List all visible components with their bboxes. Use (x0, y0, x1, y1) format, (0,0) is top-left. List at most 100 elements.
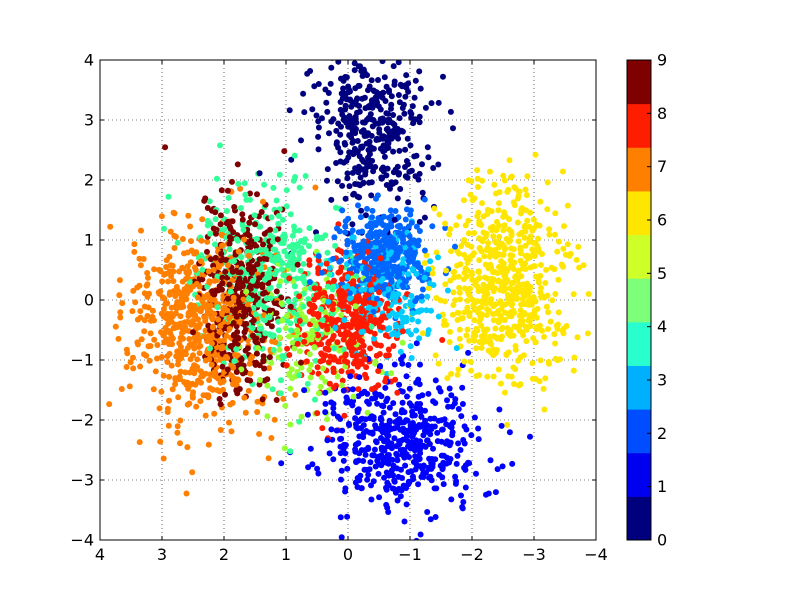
data-point (515, 268, 522, 275)
data-point (529, 360, 536, 367)
data-point (425, 266, 432, 273)
data-point (405, 88, 412, 95)
data-point (368, 496, 375, 503)
data-point (164, 405, 171, 412)
data-point (364, 398, 371, 405)
data-point (479, 200, 485, 207)
data-point (413, 537, 420, 540)
data-point (364, 44, 370, 50)
data-point (378, 166, 385, 173)
data-point (269, 333, 276, 340)
data-point (370, 276, 377, 283)
data-point (289, 241, 296, 248)
data-point (417, 361, 423, 368)
data-point (326, 271, 333, 278)
data-point (446, 231, 453, 238)
data-point (106, 401, 113, 408)
data-point (334, 225, 340, 232)
data-point (487, 168, 493, 175)
data-point (385, 452, 391, 459)
data-point (204, 248, 210, 255)
data-point (373, 248, 380, 255)
data-point (517, 318, 524, 325)
data-point (383, 126, 390, 133)
data-point (154, 342, 161, 348)
data-point (294, 327, 301, 334)
data-point (368, 413, 375, 420)
data-point (500, 260, 507, 267)
data-point (332, 242, 339, 249)
data-point (151, 336, 158, 343)
data-point (376, 229, 383, 236)
data-point (171, 232, 178, 239)
data-point (331, 356, 338, 362)
data-point (392, 208, 399, 214)
data-point (416, 119, 423, 126)
data-point (580, 262, 587, 269)
data-point (170, 278, 177, 285)
data-point (330, 369, 337, 376)
data-point (397, 493, 404, 500)
data-point (315, 257, 322, 264)
data-point (399, 319, 406, 326)
data-point (353, 331, 360, 338)
data-point (412, 423, 418, 430)
data-point (349, 386, 356, 393)
data-point (246, 219, 253, 226)
data-point (252, 311, 259, 318)
data-point (185, 212, 192, 219)
data-point (264, 413, 271, 420)
data-point (443, 267, 449, 274)
data-point (234, 161, 241, 168)
data-point (243, 288, 250, 295)
data-point (369, 214, 375, 221)
data-point (188, 238, 194, 245)
data-point (256, 282, 262, 288)
data-point (169, 386, 176, 393)
data-point (371, 446, 378, 453)
data-point (537, 289, 544, 296)
data-point (403, 72, 410, 79)
data-point (384, 437, 391, 444)
data-point (380, 46, 386, 52)
data-point (217, 212, 224, 219)
data-point (364, 205, 370, 212)
data-point (253, 235, 260, 242)
data-point (260, 198, 266, 205)
data-point (353, 310, 359, 317)
data-point (200, 392, 207, 399)
data-point (279, 234, 286, 240)
data-point (167, 262, 174, 269)
data-point (559, 168, 566, 175)
data-point (512, 274, 519, 281)
data-point (219, 242, 226, 249)
data-point (473, 345, 480, 352)
data-point (495, 319, 502, 326)
data-point (380, 213, 387, 220)
data-point (312, 322, 319, 329)
data-point (163, 257, 170, 264)
data-point (284, 345, 291, 352)
data-point (361, 356, 368, 363)
data-point (314, 465, 321, 472)
data-point (296, 184, 303, 191)
data-point (281, 148, 288, 155)
data-point (138, 336, 145, 343)
data-point (385, 119, 392, 126)
data-point (455, 310, 462, 316)
data-point (219, 363, 226, 370)
data-point (250, 332, 256, 339)
data-point (185, 344, 191, 351)
data-point (485, 240, 492, 246)
data-point (319, 425, 326, 432)
data-point (172, 376, 179, 383)
data-point (449, 311, 456, 318)
data-point (501, 317, 508, 323)
data-point (315, 313, 322, 320)
data-point (467, 358, 474, 365)
data-point (289, 339, 296, 346)
data-point (184, 275, 191, 281)
data-point (348, 348, 355, 355)
data-point (225, 218, 232, 225)
data-point (378, 277, 385, 284)
